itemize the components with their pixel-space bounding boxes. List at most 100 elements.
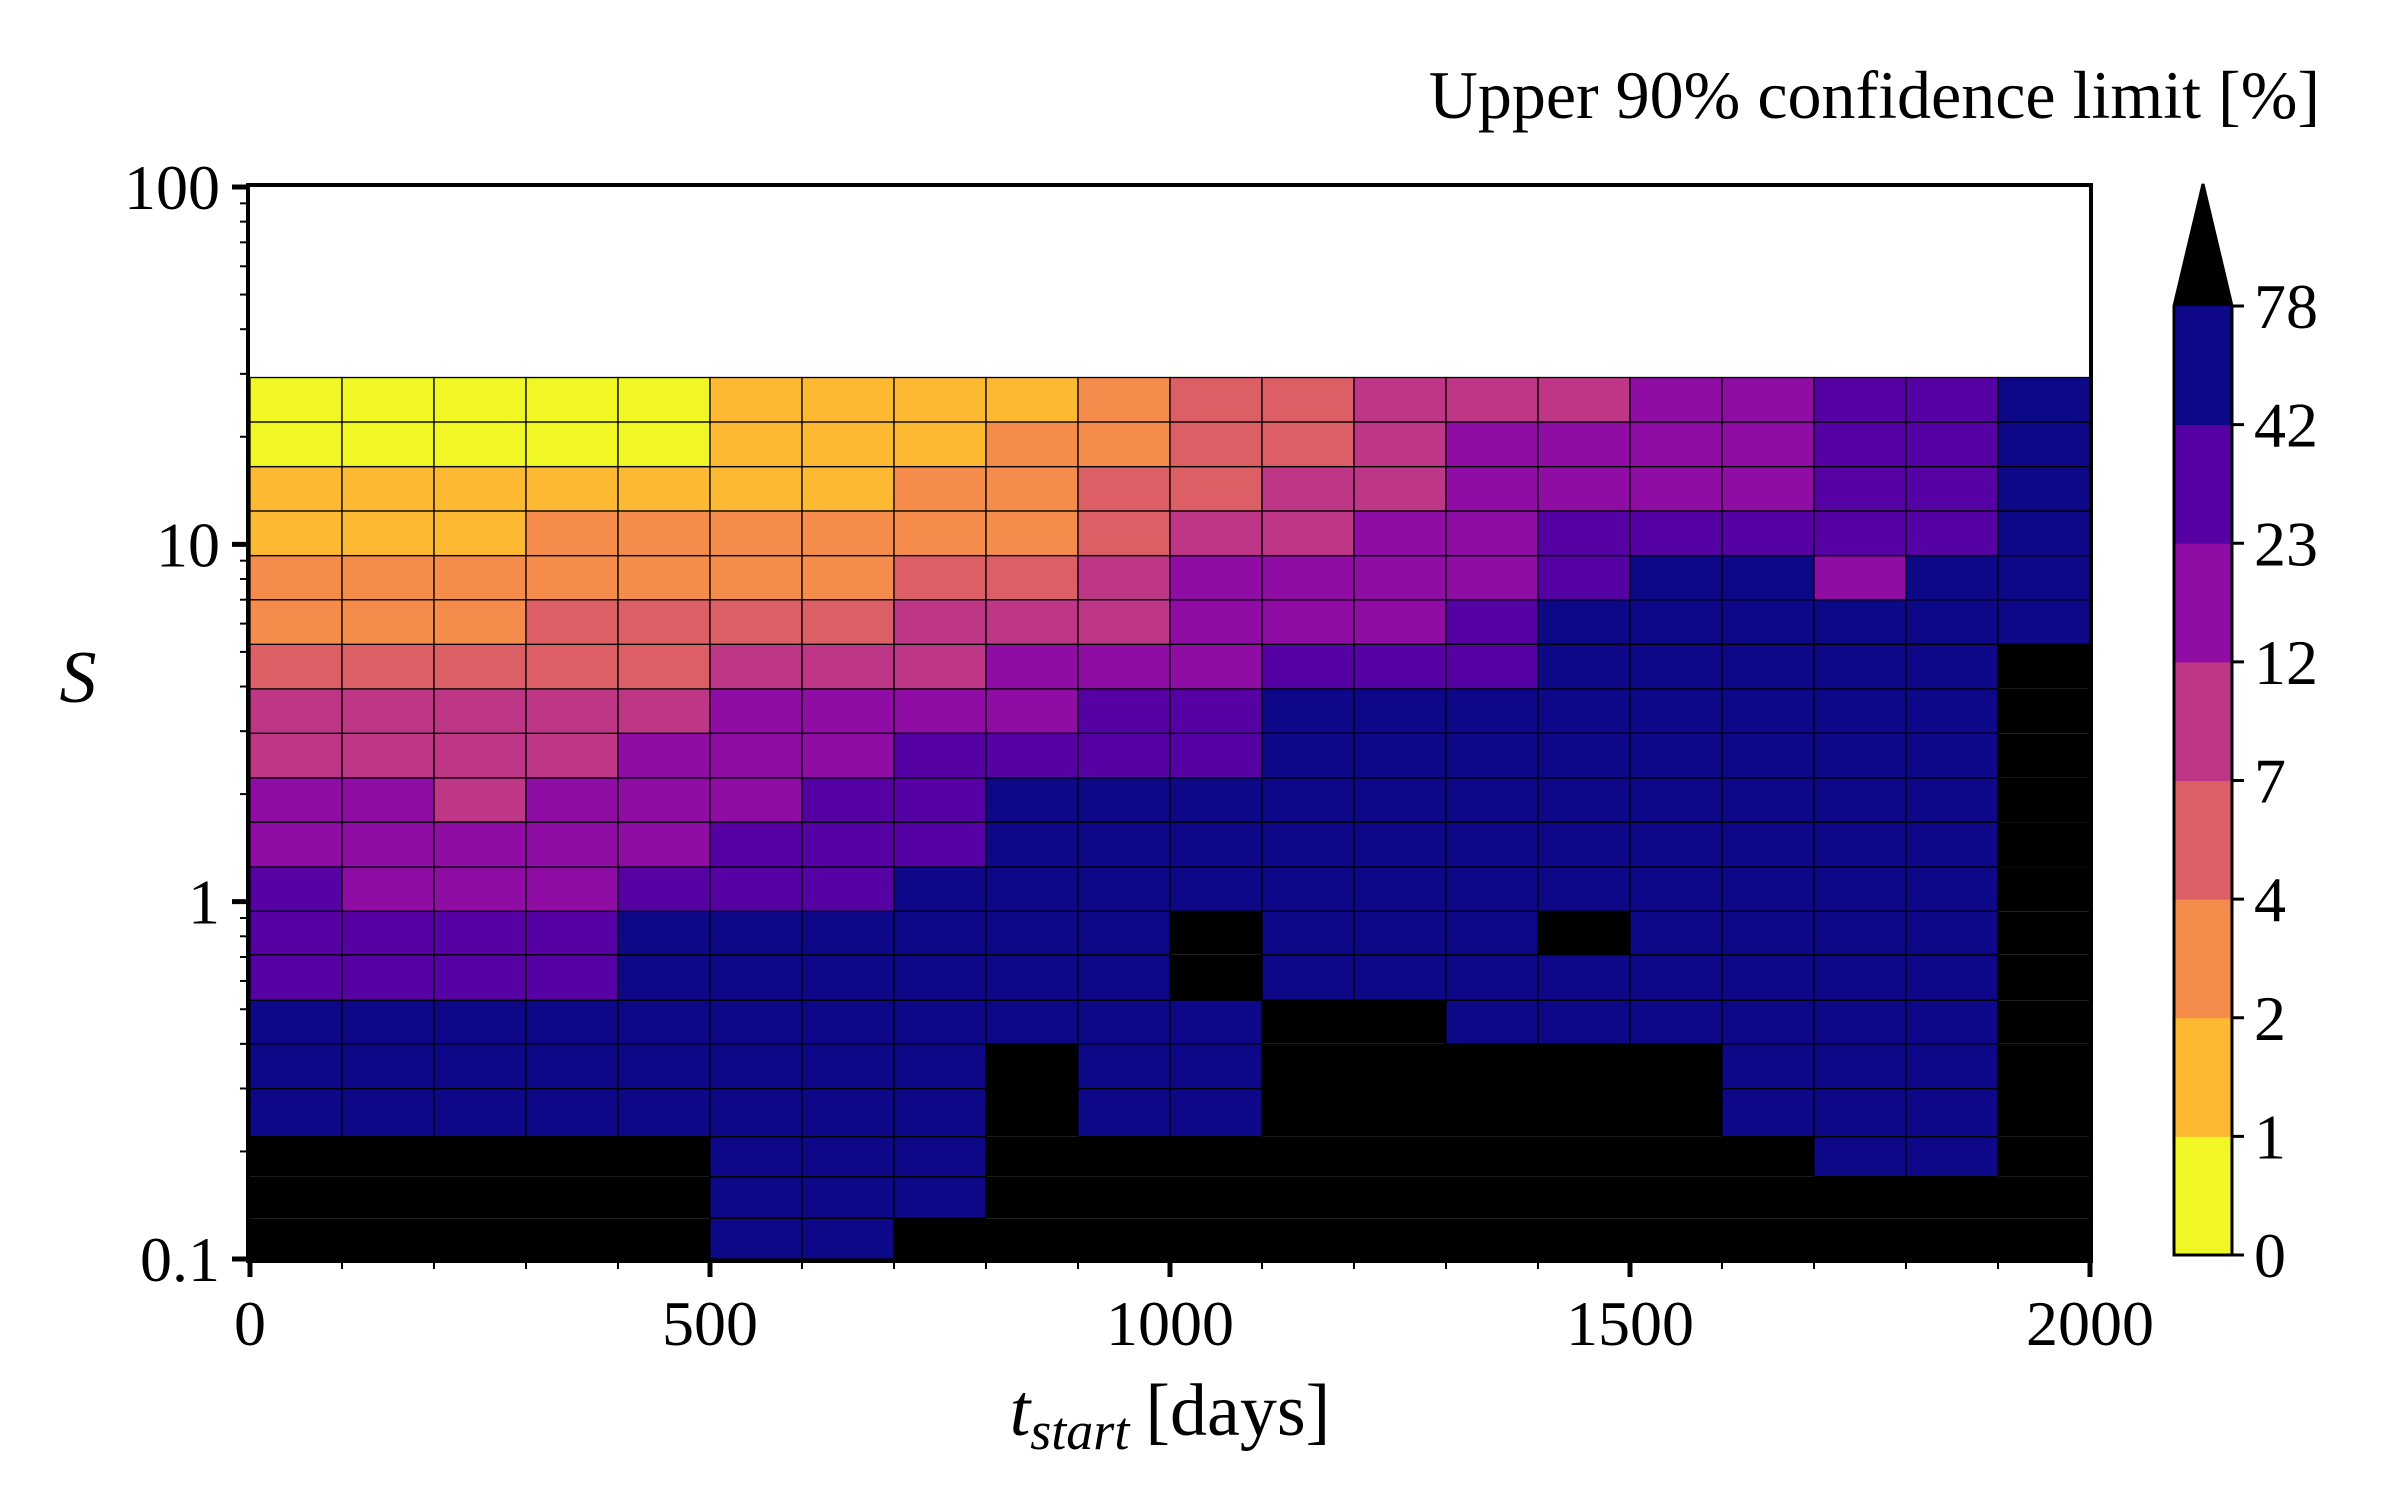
heatmap-cell <box>1998 644 2090 689</box>
heatmap-cell <box>618 1136 710 1177</box>
heatmap-cell <box>709 954 803 1001</box>
heatmap-cell <box>985 510 1079 557</box>
heatmap-cell <box>1170 911 1262 955</box>
x-axis-label: tstart [days] <box>1010 1370 1331 1461</box>
heatmap-cell <box>1445 866 1539 912</box>
heatmap-cell <box>985 910 1079 956</box>
heatmap-cell <box>985 599 1079 645</box>
heatmap-cell <box>525 732 619 779</box>
heatmap-cell <box>1997 510 2091 557</box>
y-axis-ticks: 0.1 1 10 100 <box>124 152 250 1295</box>
heatmap-cell <box>709 1087 803 1138</box>
heatmap-cell <box>1261 643 1355 690</box>
heatmap-cell <box>709 1217 803 1260</box>
heatmap-cell <box>1169 421 1263 468</box>
heatmap-cell <box>1998 1136 2090 1177</box>
heatmap-cell <box>1446 1088 1538 1137</box>
heatmap-cell <box>433 866 527 912</box>
heatmap-cell <box>1354 1043 1446 1089</box>
heatmap-cell <box>342 1176 434 1219</box>
heatmap-cell <box>525 510 619 557</box>
heatmap-cell <box>525 643 619 690</box>
heatmap-cell <box>1446 1218 1538 1259</box>
heatmap-cell <box>801 821 895 868</box>
heatmap-cell <box>1169 599 1263 645</box>
heatmap-cell <box>341 821 435 868</box>
heatmap-cell <box>1813 554 1907 601</box>
y-tick-label: 1 <box>188 867 220 938</box>
heatmap-cell <box>985 866 1079 912</box>
heatmap-cell <box>1170 1136 1262 1177</box>
colorbar-segment <box>2174 1136 2232 1256</box>
heatmap-cell <box>1906 1176 1998 1219</box>
heatmap-cell <box>525 688 619 734</box>
heatmap-cell <box>1170 954 1262 1001</box>
heatmap-cell <box>893 510 987 557</box>
heatmap-cell <box>1353 599 1447 645</box>
heatmap-cell <box>893 1176 987 1219</box>
heatmap-cell <box>1537 777 1631 823</box>
heatmap-cell <box>1169 732 1263 779</box>
heatmap-cell <box>801 554 895 601</box>
heatmap-cell <box>1538 1136 1630 1177</box>
heatmap-cell <box>617 688 711 734</box>
heatmap-cell <box>893 866 987 912</box>
heatmap-cell <box>1538 1088 1630 1137</box>
heatmap-cell <box>1353 643 1447 690</box>
heatmap-cell <box>1537 376 1631 423</box>
heatmap-cell <box>1538 1176 1630 1219</box>
heatmap-cell <box>617 866 711 912</box>
heatmap-cell <box>1629 510 1723 557</box>
heatmap-cell <box>801 954 895 1001</box>
heatmap-cell <box>1997 421 2091 468</box>
heatmap-cell <box>1905 510 1999 557</box>
heatmap-cell <box>1998 1218 2090 1259</box>
heatmap-cell <box>893 554 987 601</box>
heatmap-cell <box>1905 465 1999 512</box>
heatmap-cell <box>1261 732 1355 779</box>
heatmap-cell <box>1261 688 1355 734</box>
heatmap-cell <box>342 1136 434 1177</box>
heatmap-cell <box>250 1218 342 1259</box>
heatmap-cell <box>1814 1176 1906 1219</box>
heatmap-cell <box>249 999 343 1045</box>
heatmap-cell <box>1721 688 1815 734</box>
heatmap-cell <box>525 421 619 468</box>
heatmap-cell <box>1905 821 1999 868</box>
colorbar-tick-label: 2 <box>2254 983 2286 1054</box>
heatmap-cell <box>986 1218 1078 1259</box>
heatmap-cell <box>526 1136 618 1177</box>
heatmap-cell <box>1813 465 1907 512</box>
heatmap-cell <box>1629 554 1723 601</box>
heatmap-cell <box>617 421 711 468</box>
heatmap-cell <box>893 910 987 956</box>
colorbar-tick-label: 4 <box>2254 864 2286 935</box>
heatmap-cell <box>1813 376 1907 423</box>
heatmap-cell <box>526 1176 618 1219</box>
heatmap-cell <box>1446 1136 1538 1177</box>
y-tick-label: 10 <box>156 509 220 580</box>
colorbar-tick-label: 78 <box>2254 271 2318 342</box>
heatmap-cell <box>1445 510 1539 557</box>
heatmap-cell <box>1629 821 1723 868</box>
heatmap-cell <box>341 465 435 512</box>
heatmap-cell <box>341 910 435 956</box>
heatmap-cell <box>801 1087 895 1138</box>
x-tick-label: 1500 <box>1566 1288 1694 1359</box>
heatmap-cell <box>1261 777 1355 823</box>
heatmap-cell <box>1537 688 1631 734</box>
heatmap-cell <box>342 1218 434 1259</box>
heatmap-cell <box>1629 999 1723 1045</box>
heatmap-cell <box>709 999 803 1045</box>
colorbar-tick-label: 0 <box>2254 1220 2286 1291</box>
heatmap-cell <box>1813 1087 1907 1138</box>
heatmap-cell <box>433 688 527 734</box>
heatmap-cell <box>434 1176 526 1219</box>
heatmap-cell <box>709 510 803 557</box>
heatmap-cell <box>433 1087 527 1138</box>
heatmap-cell <box>709 599 803 645</box>
heatmap-cell <box>1354 1136 1446 1177</box>
heatmap-cell <box>1537 954 1631 1001</box>
heatmap-cell <box>525 465 619 512</box>
heatmap-cell <box>1537 732 1631 779</box>
